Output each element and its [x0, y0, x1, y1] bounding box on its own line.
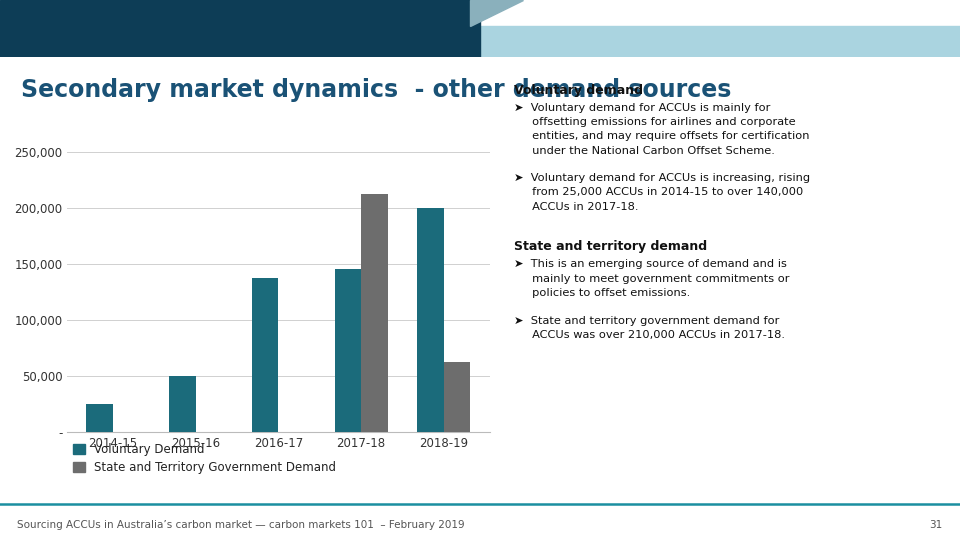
Bar — [0, 25, 960, 57]
Text: ➤  Voluntary demand for ACCUs is increasing, rising
     from 25,000 ACCUs in 20: ➤ Voluntary demand for ACCUs is increasi… — [514, 173, 809, 212]
Text: Sourcing ACCUs in Australia’s carbon market — carbon markets 101  – February 201: Sourcing ACCUs in Australia’s carbon mar… — [17, 519, 465, 530]
Bar — [252, 278, 278, 432]
Bar — [361, 194, 388, 432]
Text: 31: 31 — [929, 519, 943, 530]
Bar — [335, 269, 361, 432]
Text: ➤  Voluntary demand for ACCUs is mainly for
     offsetting emissions for airlin: ➤ Voluntary demand for ACCUs is mainly f… — [514, 103, 809, 156]
Text: ➤  This is an emerging source of demand and is
     mainly to meet government co: ➤ This is an emerging source of demand a… — [514, 259, 789, 298]
Text: Voluntary demand: Voluntary demand — [514, 84, 642, 97]
Bar — [418, 208, 444, 432]
Text: Secondary market dynamics  - other demand sources: Secondary market dynamics - other demand… — [21, 78, 732, 102]
Text: ➤  State and territory government demand for
     ACCUs was over 210,000 ACCUs i: ➤ State and territory government demand … — [514, 316, 784, 340]
Bar — [444, 362, 470, 432]
Bar — [169, 376, 196, 432]
Legend: Voluntary Demand, State and Territory Government Demand: Voluntary Demand, State and Territory Go… — [73, 443, 336, 474]
Bar — [0, 0, 480, 57]
Polygon shape — [470, 0, 523, 25]
Bar — [86, 404, 113, 432]
Text: State and territory demand: State and territory demand — [514, 240, 707, 253]
